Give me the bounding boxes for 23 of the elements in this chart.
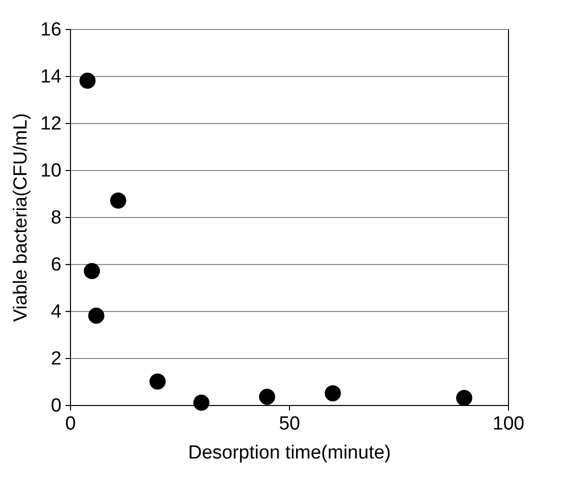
point xyxy=(84,263,100,280)
point xyxy=(150,373,166,390)
point xyxy=(110,192,126,209)
x-tick-label: 100 xyxy=(492,414,524,434)
x-tick-label: 50 xyxy=(278,414,300,434)
point xyxy=(193,394,210,411)
y-tick-label: 12 xyxy=(40,114,62,134)
point xyxy=(456,390,472,406)
x-axis-title: Desorption time(minute) xyxy=(188,442,391,464)
y-tick-label: 10 xyxy=(40,160,62,182)
y-tick-label: 2 xyxy=(50,348,62,370)
point xyxy=(259,388,276,405)
y-tick-label: 4 xyxy=(50,302,62,322)
y-tick-label: 6 xyxy=(50,254,62,276)
y-tick-label: 0 xyxy=(50,396,62,416)
y-tick-label: 14 xyxy=(40,66,62,88)
point xyxy=(88,308,104,324)
y-axis-title: Viable bacteria(CFU/mL) xyxy=(10,113,32,322)
point xyxy=(79,72,96,89)
x-tick-label: 0 xyxy=(65,414,76,434)
y-tick-label: 8 xyxy=(50,208,62,228)
point xyxy=(324,385,341,402)
y-tick-label: 16 xyxy=(40,20,62,40)
